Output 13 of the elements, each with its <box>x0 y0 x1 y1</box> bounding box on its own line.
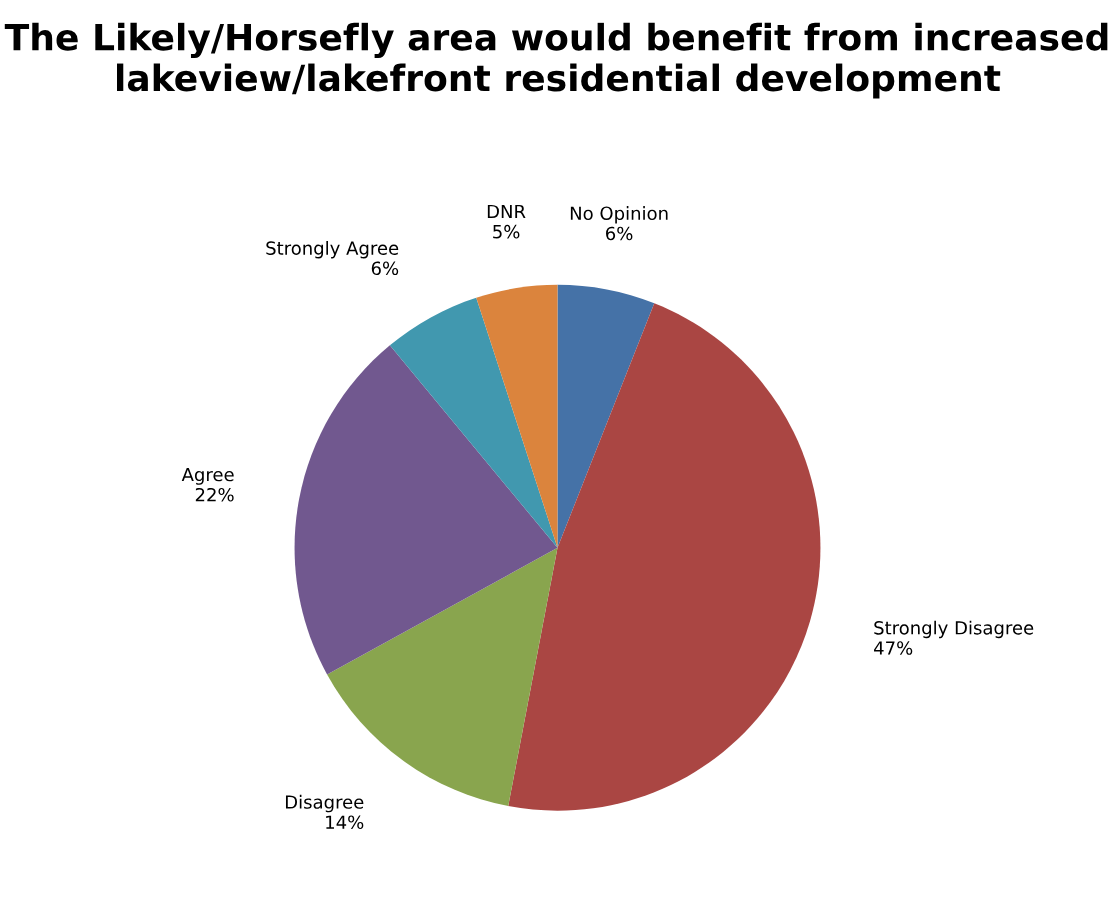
slice-label: Strongly Disagree <box>874 620 1034 639</box>
chart-title: The Likely/Horsefly area would benefit from increased lakeview/lakefront residential development <box>4 22 1108 99</box>
data-label: 6% <box>371 261 399 276</box>
data-label: 6% <box>606 226 633 241</box>
slice-label: Strongly Agree <box>266 240 399 259</box>
slice-label: DNR <box>487 204 526 219</box>
slice-label: No Opinion <box>570 206 668 224</box>
data-label: 14% <box>326 815 364 830</box>
data-label: 47% <box>874 641 913 655</box>
slice-label: Agree <box>181 467 234 485</box>
data-label: 22% <box>195 487 234 502</box>
slice-label: Disagree <box>285 794 364 813</box>
data-label: 5% <box>493 224 520 239</box>
